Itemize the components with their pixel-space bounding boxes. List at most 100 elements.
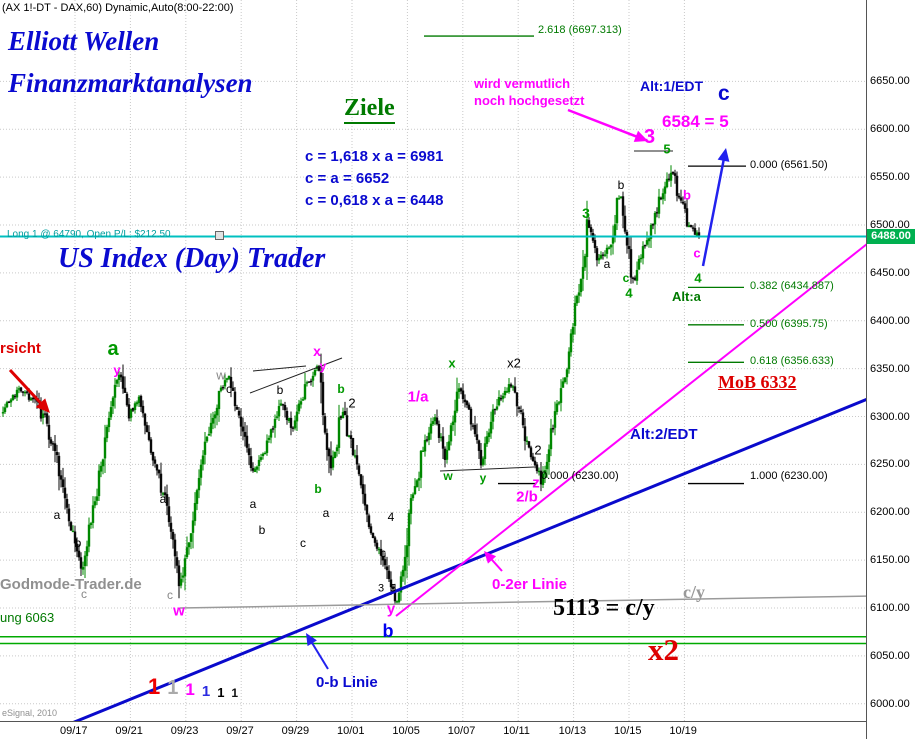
wave-label: a xyxy=(107,338,119,360)
y-axis-label: 6200.00 xyxy=(870,506,910,519)
wave-label: z xyxy=(532,474,540,492)
wave-label: b xyxy=(382,621,394,641)
wave-label: y xyxy=(386,600,396,618)
x-axis-label: 10/13 xyxy=(558,725,587,737)
wave-label: 4 xyxy=(694,270,702,286)
x-axis-label: 10/01 xyxy=(337,725,365,737)
branding-line-1: Elliott Wellen xyxy=(8,26,160,56)
wave-label: x xyxy=(313,343,321,359)
wave-label: a xyxy=(249,497,257,511)
wave-label: c xyxy=(81,587,87,601)
x-axis-label: 10/05 xyxy=(392,725,420,737)
esignal-copyright: eSignal, 2010 xyxy=(2,708,58,718)
x2-label: x2 xyxy=(648,632,679,667)
wave-label: c xyxy=(226,382,232,396)
note-line-1: wird vermutlich xyxy=(474,76,571,91)
wave-label: 2 xyxy=(534,442,542,458)
y-axis-label: 6000.00 xyxy=(870,697,910,710)
x-axis-label: 10/07 xyxy=(447,725,476,737)
wave-one-label: 1 xyxy=(217,685,225,700)
y-axis-label: 6050.00 xyxy=(870,649,910,662)
wave-label: a xyxy=(159,492,167,506)
retr-382-label: 0.382 (6434.887) xyxy=(750,280,834,292)
wave-c-top-label: c xyxy=(718,82,730,105)
branding-line-2: Finanzmarktanalysen xyxy=(8,68,253,98)
y-axis-label: 6600.00 xyxy=(870,123,910,136)
wave-label: 4 xyxy=(387,510,395,524)
x-axis-label: 09/27 xyxy=(226,725,254,737)
wave-label: w xyxy=(216,367,226,383)
retr-618-label: 0.618 (6356.633) xyxy=(750,355,834,367)
wave-label: c xyxy=(380,546,386,560)
y-axis-label: 6650.00 xyxy=(870,75,910,88)
long-position-label: Long 1 @ 64790, Open P/L: $212.50 xyxy=(7,229,171,240)
wave-label: 3 xyxy=(582,205,590,221)
wave-label: b xyxy=(276,383,284,397)
wave-label: c xyxy=(300,536,306,550)
y-axis-label: 6350.00 xyxy=(870,362,910,375)
x-axis-label: 09/29 xyxy=(281,725,310,737)
current-price-badge: 6488.00 xyxy=(867,229,915,244)
wave-label: c xyxy=(622,271,630,285)
wave-label: b xyxy=(617,178,625,192)
wave-label: y xyxy=(113,362,121,378)
wave-label: w xyxy=(443,469,453,483)
target-line-1: c = 1,618 x a = 6981 xyxy=(305,148,444,165)
x-axis-label: 09/21 xyxy=(115,725,143,737)
y-axis-label: 6250.00 xyxy=(870,458,910,471)
watermark: Godmode-Trader.de xyxy=(0,576,142,593)
uebersicht-label: rsicht xyxy=(0,340,41,357)
y-axis-label: 6550.00 xyxy=(870,171,910,184)
line-0-b-label: 0-b Linie xyxy=(316,674,378,691)
y-axis-label: 6400.00 xyxy=(870,314,910,327)
support-6063-label: ung 6063 xyxy=(0,610,55,625)
mob-label: MoB 6332 xyxy=(718,372,797,392)
alt-a-label: Alt:a xyxy=(672,289,701,304)
x-axis-label: 10/15 xyxy=(614,725,642,737)
wave-label: b xyxy=(683,187,691,203)
wave-label: y xyxy=(479,471,487,485)
wave-label: 4 xyxy=(625,285,633,301)
chart-title: (AX 1!-DT - DAX,60) Dynamic,Auto(8:00-22… xyxy=(2,2,234,14)
us-index-trader-label: US Index (Day) Trader xyxy=(58,243,326,274)
wave-label: b xyxy=(314,482,322,496)
fib-ext-2618-label: 2.618 (6697.313) xyxy=(538,24,622,36)
wave-label: c xyxy=(693,245,701,261)
retr-100-label: 1.000 (6230.00) xyxy=(750,470,828,482)
x-axis-label: 10/11 xyxy=(503,725,530,737)
y-axis-label: 6300.00 xyxy=(870,410,910,423)
wave-label: 2 xyxy=(348,395,356,411)
cy-label: c/y xyxy=(683,582,705,602)
line-0-2er-label: 0-2er Linie xyxy=(492,576,568,593)
price-axis[interactable]: 6650.00 6600.00 6550.00 6500.00 6450.00 6400.… xyxy=(866,0,915,739)
wave-label: x2 xyxy=(507,355,521,371)
wave-label: 5 xyxy=(663,141,671,157)
wave-one-label: 1 xyxy=(231,686,239,700)
wave-label: a xyxy=(603,257,611,271)
wave-label: y xyxy=(319,359,327,373)
y-axis-label: 6450.00 xyxy=(870,266,910,279)
target-6584-label: 6584 = 5 xyxy=(662,112,729,131)
alt2-label: Alt:2/EDT xyxy=(630,426,698,443)
wave-label: b xyxy=(74,536,82,550)
wave-one-label: 1 xyxy=(185,680,195,699)
wave-label: 1/a xyxy=(407,388,429,406)
equation-5113-label: 5113 = c/y xyxy=(553,595,655,621)
wave-label: w xyxy=(173,602,185,620)
wave-one-label: 1 xyxy=(201,683,211,700)
wave-label: 2/b xyxy=(516,488,538,506)
position-marker-icon[interactable] xyxy=(215,231,224,240)
wave-label: x xyxy=(448,355,456,371)
wave-label: b xyxy=(258,523,266,537)
target-line-3: c = 0,618 x a = 6448 xyxy=(305,192,444,209)
wave-label: 5 xyxy=(389,582,397,595)
x-axis-label: 09/23 xyxy=(170,725,199,737)
wave-label: a xyxy=(53,508,61,522)
x-axis-label: 10/19 xyxy=(669,725,697,737)
wave-3-big-label: 3 xyxy=(644,126,656,148)
x-axis-label: 09/17 xyxy=(60,725,88,737)
time-axis[interactable]: 09/17 09/21 09/23 09/27 09/29 10/01 10/05 10/07… xyxy=(0,721,866,739)
